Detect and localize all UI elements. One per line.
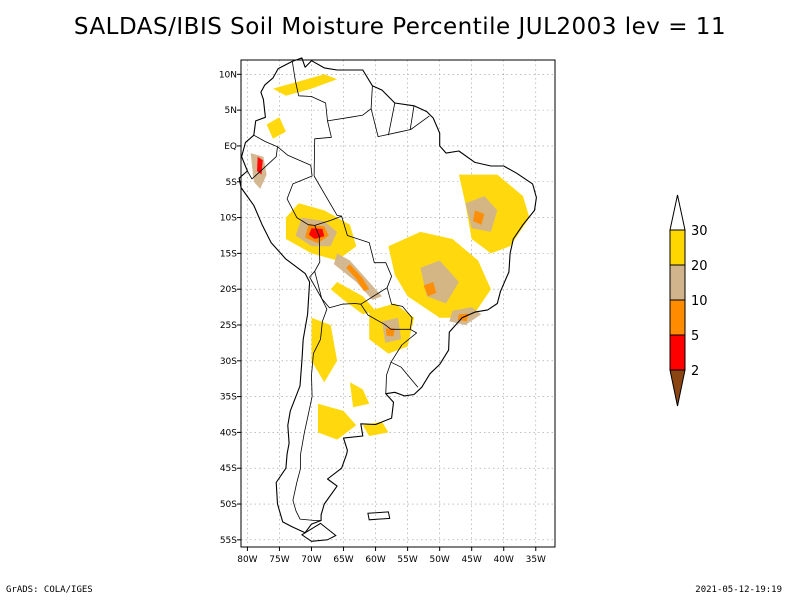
map-frame bbox=[240, 59, 556, 548]
country-border bbox=[409, 105, 415, 130]
lon-tick-label: 65W bbox=[333, 555, 353, 565]
lat-tick-label: 10N bbox=[219, 70, 237, 80]
lat-tick-label: 55S bbox=[220, 536, 237, 546]
coastlines-borders bbox=[238, 57, 537, 542]
lon-tick-label: 50W bbox=[429, 555, 449, 565]
tierra-del-fuego bbox=[300, 522, 337, 542]
lat-tick-label: 5S bbox=[226, 178, 238, 188]
lat-tick-label: 20S bbox=[220, 285, 237, 295]
shading-patch bbox=[273, 74, 338, 96]
shading-patch bbox=[346, 264, 370, 292]
colorbar-legend: 30 20 10 5 2 bbox=[669, 194, 708, 407]
shading-patch bbox=[385, 327, 395, 337]
legend-swatch bbox=[669, 334, 686, 371]
country-border bbox=[314, 215, 393, 309]
falkland-islands bbox=[367, 511, 391, 521]
lat-tick-label: 50S bbox=[220, 500, 237, 510]
legend-swatch bbox=[669, 229, 686, 266]
longitude-tick-labels: 80W 75W 70W 65W 60W 55W 50W 45W 40W 35W bbox=[237, 555, 546, 565]
lon-tick-label: 60W bbox=[365, 555, 385, 565]
lat-tick-label: 10S bbox=[220, 214, 237, 224]
lon-tick-label: 35W bbox=[526, 555, 546, 565]
shading-patch bbox=[423, 282, 437, 297]
legend-label: 20 bbox=[691, 259, 708, 274]
lon-tick-label: 45W bbox=[462, 555, 482, 565]
lon-tick-label: 55W bbox=[397, 555, 417, 565]
lat-tick-label: 40S bbox=[220, 428, 237, 438]
country-border bbox=[370, 108, 430, 138]
legend-top-arrow bbox=[669, 194, 686, 231]
country-border bbox=[277, 146, 321, 278]
shading-patch bbox=[311, 317, 338, 383]
shading-patch bbox=[362, 421, 389, 436]
lon-tick-label: 40W bbox=[494, 555, 514, 565]
latitude-tick-labels: 10N 5N EQ 5S 10S 15S 20S 25S 30S 35S 40S 45S 50S 55S bbox=[219, 70, 237, 546]
lat-tick-label: 15S bbox=[220, 249, 237, 259]
legend-bottom-arrow bbox=[669, 369, 686, 407]
footer-timestamp: 2021-05-12-19:19 bbox=[695, 585, 782, 595]
legend-label: 5 bbox=[691, 329, 699, 344]
footer-credit: GrADS: COLA/IGES bbox=[6, 585, 93, 595]
lat-tick-label: EQ bbox=[224, 142, 237, 152]
country-border bbox=[292, 276, 328, 521]
legend-label: 10 bbox=[691, 294, 708, 309]
lat-tick-label: 30S bbox=[220, 357, 237, 367]
legend-swatch bbox=[669, 264, 686, 301]
legend-label: 30 bbox=[691, 224, 708, 239]
lon-tick-label: 75W bbox=[269, 555, 289, 565]
lat-tick-label: 5N bbox=[225, 106, 237, 116]
country-border bbox=[313, 175, 342, 217]
lat-tick-label: 25S bbox=[220, 321, 237, 331]
lat-tick-label: 45S bbox=[220, 464, 237, 474]
shading-patch bbox=[473, 210, 485, 225]
shading-patch bbox=[266, 117, 286, 139]
country-border bbox=[291, 61, 332, 177]
legend-label: 2 bbox=[691, 364, 699, 379]
lon-tick-label: 70W bbox=[301, 555, 321, 565]
country-border bbox=[390, 328, 419, 388]
legend-swatch bbox=[669, 299, 686, 336]
lat-tick-label: 35S bbox=[220, 393, 237, 403]
shading-patch bbox=[349, 382, 370, 408]
lon-tick-label: 80W bbox=[237, 555, 257, 565]
percentile-shading bbox=[250, 74, 530, 440]
shading-patch bbox=[317, 403, 357, 440]
country-border bbox=[385, 362, 392, 394]
country-border bbox=[327, 85, 373, 122]
shading-patch bbox=[330, 282, 376, 315]
map-title: SALDAS/IBIS Soil Moisture Percentile JUL… bbox=[73, 14, 727, 40]
country-border bbox=[247, 134, 278, 180]
shading-patch bbox=[308, 228, 325, 239]
country-border bbox=[388, 102, 396, 136]
continent-coastline bbox=[238, 57, 537, 534]
